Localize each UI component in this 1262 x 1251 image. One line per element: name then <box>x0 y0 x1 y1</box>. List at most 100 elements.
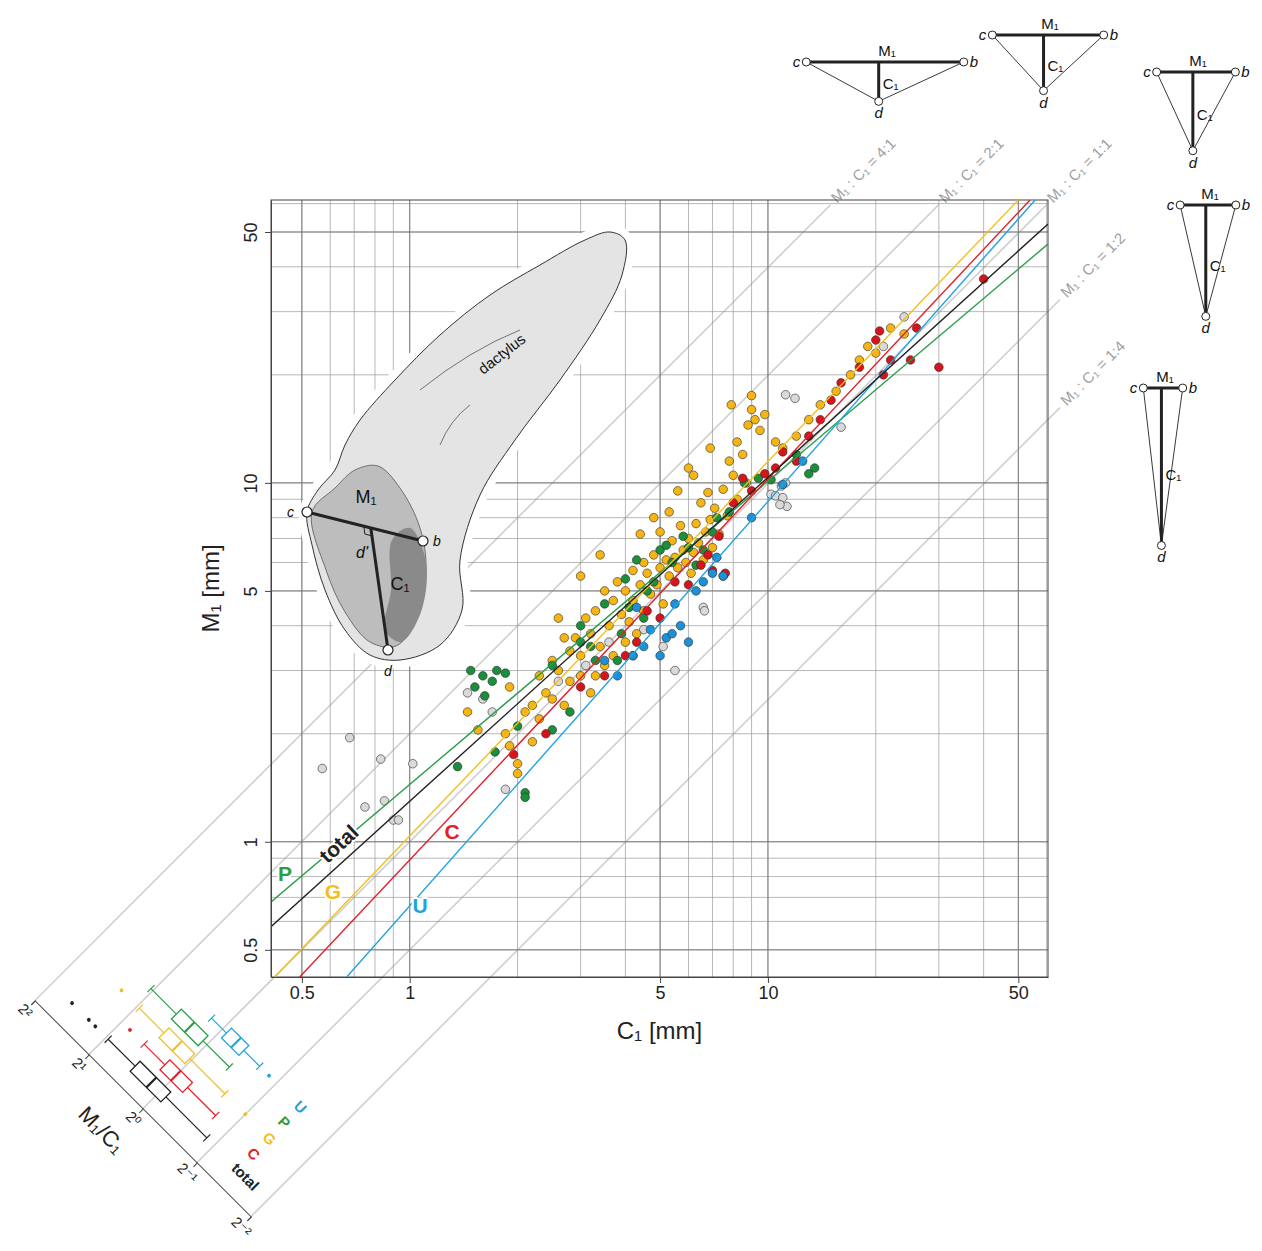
tick-mark <box>265 950 271 951</box>
schematic-c1 <box>1191 72 1194 151</box>
schematic-c1 <box>877 62 880 101</box>
whisker-cap <box>105 1036 112 1043</box>
point <box>738 474 747 483</box>
point <box>697 499 706 508</box>
fit-line <box>275 200 1019 977</box>
schematic-label: C₁ <box>1197 106 1213 123</box>
fit-line <box>300 200 1030 977</box>
line-label: U <box>412 894 427 917</box>
landmark <box>418 536 428 546</box>
right-angle <box>364 526 372 536</box>
point <box>676 521 685 530</box>
point <box>676 621 685 630</box>
ratio-line-label: M₁ : C₁ = 1:4 <box>1057 337 1128 408</box>
minor-grid-line <box>301 200 302 977</box>
y-tick: 0.5 <box>241 938 271 963</box>
tick-mark <box>265 591 271 592</box>
point <box>480 692 489 701</box>
point <box>576 572 585 581</box>
tick-mark <box>265 232 271 233</box>
whisker-cap <box>226 1063 233 1070</box>
whisker <box>151 989 176 1014</box>
line-label: P <box>278 862 292 885</box>
schematic-point <box>1100 31 1108 39</box>
grid-line <box>271 232 1048 233</box>
point <box>629 651 638 660</box>
landmark <box>302 507 312 517</box>
median <box>146 1077 156 1087</box>
median <box>231 1038 241 1048</box>
x-tick: 50 <box>1009 977 1029 1003</box>
point <box>646 625 655 634</box>
schematic-triangle <box>1157 72 1236 151</box>
minor-grid-line <box>938 200 939 977</box>
outlier <box>69 1000 74 1005</box>
whisker <box>188 1087 216 1115</box>
whisker <box>244 1050 260 1066</box>
boxplot-label: U <box>291 1097 311 1117</box>
point <box>643 569 652 578</box>
illustration-halo <box>307 232 627 660</box>
point <box>466 666 475 675</box>
minor-grid-line <box>271 374 1048 375</box>
point <box>581 661 590 670</box>
point <box>692 519 701 528</box>
point <box>875 327 884 336</box>
x-tick: 5 <box>656 977 666 1003</box>
ratio-tick: 2⁰ <box>123 1104 149 1130</box>
schematic-point <box>802 58 810 66</box>
tick-label: 10 <box>758 983 778 1003</box>
tick-label: 0.5 <box>290 983 315 1003</box>
whisker-cap <box>212 1112 219 1119</box>
schematic-triangle <box>1143 388 1182 545</box>
tick-label: 50 <box>241 222 261 242</box>
fit-line <box>271 224 1048 927</box>
minor-grid-line <box>271 949 1048 950</box>
schematic-point <box>1139 384 1147 392</box>
ratio-line <box>35 205 830 1000</box>
y-tick: 5 <box>241 586 271 596</box>
minor-grid-line <box>1046 200 1047 977</box>
point <box>662 541 671 550</box>
ratio-lines: M₁ : C₁ = 4:1M₁ : C₁ = 2:1M₁ : C₁ = 1:1M… <box>35 135 1128 1217</box>
outlier <box>119 988 124 993</box>
schematic-label: C₁ <box>1048 57 1064 74</box>
whisker <box>144 1044 165 1065</box>
boxplot <box>66 997 212 1143</box>
point <box>463 708 472 717</box>
minor-grid-line <box>271 921 1048 922</box>
outlier <box>86 1017 91 1022</box>
schematic-point <box>1232 201 1240 209</box>
point <box>700 607 709 616</box>
point <box>501 785 510 794</box>
point <box>656 614 665 623</box>
schematic-label: M₁ <box>1156 368 1174 385</box>
grid-line <box>271 949 1048 950</box>
point <box>629 566 638 575</box>
schematic-label: c <box>287 504 294 520</box>
tick-label: 2⁻¹ <box>174 1159 201 1186</box>
boxplot-label: G <box>259 1128 279 1148</box>
line-label: G <box>325 880 341 903</box>
point <box>613 578 622 587</box>
minor-grid-line <box>271 897 1048 898</box>
point <box>548 695 557 704</box>
tick-label: 2⁰ <box>123 1108 145 1130</box>
point <box>566 708 575 717</box>
point <box>625 618 634 627</box>
point <box>600 600 609 609</box>
point <box>684 638 693 647</box>
minor-grid-line <box>875 200 876 977</box>
minor-grid-line <box>271 311 1048 312</box>
schematic-triangle <box>992 35 1103 91</box>
plot-frame <box>271 200 1048 977</box>
point <box>864 342 873 351</box>
point <box>513 769 522 778</box>
ratio-tick: 2² <box>15 996 40 1021</box>
schematic-c1 <box>1160 388 1163 545</box>
tick-label: 2⁻² <box>228 1213 255 1240</box>
point <box>632 603 641 612</box>
point <box>488 677 497 686</box>
point <box>636 530 645 539</box>
minor-grid-line <box>271 203 1048 204</box>
